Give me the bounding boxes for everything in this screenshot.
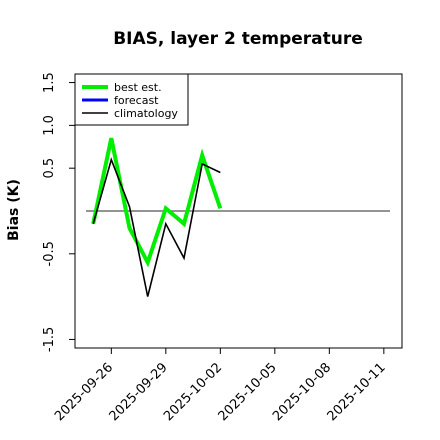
y-tick-label: 1.0 [42,115,57,136]
y-tick-label: 1.5 [42,72,57,93]
y-tick-label: 0.5 [42,158,57,179]
legend-label: climatology [114,107,178,120]
legend-label: best est. [114,81,162,94]
y-axis-label: Bias (K) [6,179,22,241]
y-tick-label: -1.5 [42,327,57,352]
x-tick-label: 2025-10-11 [325,360,389,424]
series-line-climatology [92,157,221,297]
plot-area-frame [74,73,403,349]
y-tick-label: -0.5 [42,241,57,266]
series-line-best-est [91,137,223,268]
chart-title: BIAS, layer 2 temperature [113,29,363,49]
legend-label: forecast [114,94,159,107]
